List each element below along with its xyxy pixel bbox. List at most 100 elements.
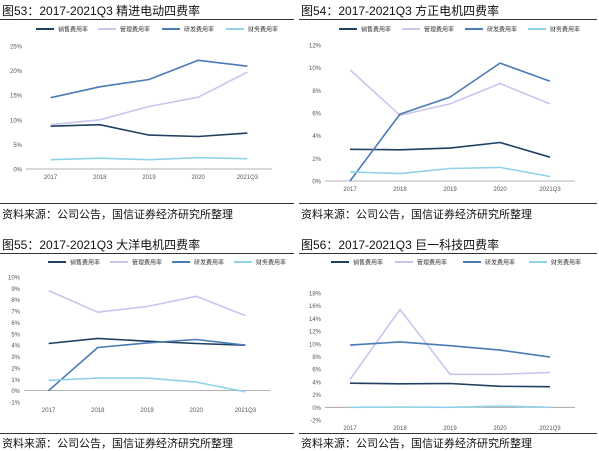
x-tick-label: 2019: [443, 426, 457, 432]
x-tick-label: 2021Q3: [539, 187, 561, 193]
chart-panel-dayang: 图55：2017-2021Q3 大洋电机四费率 销售费用率 管理费用率 研发费用率 财…: [0, 228, 296, 451]
legend-label: 管理费用率: [120, 26, 150, 34]
chart-source: 资料来源：公司公告，国信证券经济研究所整理: [301, 438, 532, 450]
y-tick-label: 8%: [312, 89, 321, 95]
y-tick-label: 2%: [312, 393, 321, 399]
y-tick-label: 12%: [309, 44, 322, 50]
y-tick-label: 14%: [309, 317, 322, 323]
title-divider: [299, 253, 597, 254]
series-line: [48, 338, 246, 392]
x-tick-label: 2018: [393, 426, 407, 432]
y-tick-label: 10%: [309, 66, 322, 72]
legend-label: 财务费用率: [248, 26, 278, 34]
series-line: [349, 166, 551, 178]
legend-label: 管理费用率: [132, 259, 162, 267]
y-tick-label: 0%: [13, 168, 22, 174]
x-tick-label: 2018: [93, 175, 107, 181]
y-tick-label: 6%: [312, 368, 321, 374]
legend-label: 研发费用率: [485, 259, 515, 267]
legend-label: 销售费用率: [361, 26, 391, 34]
series-line: [349, 341, 551, 358]
x-tick-label: 2017: [343, 187, 357, 193]
legend-label: 研发费用率: [194, 259, 224, 267]
legend-label: 财务费用率: [550, 26, 580, 34]
y-tick-label: 2%: [11, 366, 20, 372]
legend-label: 销售费用率: [58, 26, 88, 34]
x-tick-label: 2019: [140, 408, 154, 414]
x-tick-label: 2020: [190, 408, 204, 414]
x-tick-label: 2019: [142, 175, 156, 181]
chart-title: 图56：2017-2021Q3 巨一科技四费率: [301, 238, 500, 252]
source-divider: [0, 203, 294, 204]
y-tick-label: 10%: [309, 342, 322, 348]
series-line: [349, 141, 551, 158]
y-tick-label: 20%: [10, 69, 23, 75]
chart-title: 图54：2017-2021Q3 方正电机四费率: [301, 4, 500, 18]
y-tick-label: 0%: [11, 389, 20, 395]
legend-label: 销售费用率: [353, 259, 383, 267]
legend-label: 管理费用率: [417, 259, 447, 267]
y-tick-label: 5%: [11, 332, 20, 338]
y-tick-label: 2%: [312, 157, 321, 163]
chart-panel-jingjin: 图53：2017-2021Q3 精进电动四费率 销售费用率 管理费用率 研发费用率 财…: [0, 0, 296, 226]
source-divider: [299, 433, 597, 434]
x-tick-label: 2017: [343, 426, 357, 432]
chart-source: 资料来源：公司公告，国信证券经济研究所整理: [301, 209, 532, 221]
chart-source: 资料来源：公司公告，国信证券经济研究所整理: [2, 209, 233, 221]
series-line: [349, 69, 551, 117]
y-tick-label: 0%: [312, 406, 321, 412]
y-tick-label: 9%: [11, 287, 20, 293]
y-tick-label: 4%: [11, 344, 20, 350]
y-tick-label: -2%: [310, 419, 321, 425]
y-tick-label: 5%: [13, 143, 22, 149]
y-tick-label: 18%: [309, 292, 322, 298]
y-tick-label: 7%: [11, 310, 20, 316]
y-tick-label: 6%: [312, 112, 321, 118]
y-tick-label: 4%: [312, 380, 321, 386]
series-line: [48, 337, 246, 346]
y-tick-label: 10%: [8, 276, 21, 282]
line-chart-jingjin: 销售费用率 管理费用率 研发费用率 财务费用率 0% 5% 10% 15% 20% 25% 2017…: [10, 26, 278, 182]
legend-label: 销售费用率: [70, 259, 100, 267]
y-tick-label: 1%: [11, 378, 20, 384]
chart-title: 图55：2017-2021Q3 大洋电机四费率: [2, 238, 201, 252]
x-tick-label: 2020: [493, 426, 507, 432]
x-tick-label: 2018: [393, 187, 407, 193]
series-line: [50, 71, 248, 126]
line-chart-juyi: 销售费用率 管理费用率 研发费用率 财务费用率 -2% 0% 2% 4% 6% 8% 10% 12% 1…: [309, 259, 581, 433]
title-divider: [0, 19, 294, 20]
line-chart-dayang: 销售费用率 管理费用率 研发费用率 财务费用率 -1% 0% 1% 2% 3% 4% 5% 6% 7% 8…: [8, 259, 286, 415]
legend-label: 研发费用率: [487, 26, 517, 34]
y-tick-label: 15%: [10, 94, 23, 100]
legend-label: 研发费用率: [184, 26, 214, 34]
source-divider: [0, 433, 294, 434]
y-tick-label: 6%: [11, 321, 20, 327]
y-tick-label: 8%: [312, 355, 321, 361]
y-tick-label: 8%: [11, 298, 20, 304]
source-divider: [299, 203, 597, 204]
y-tick-label: -1%: [9, 401, 20, 407]
y-tick-label: 3%: [11, 355, 20, 361]
x-tick-label: 2020: [192, 175, 206, 181]
legend-label: 财务费用率: [551, 259, 581, 267]
x-tick-label: 2021Q3: [235, 408, 257, 414]
chart-panel-juyi: 图56：2017-2021Q3 巨一科技四费率 销售费用率 管理费用率 研发费用率 财…: [299, 228, 599, 451]
x-tick-label: 2017: [44, 175, 58, 181]
y-tick-label: 0%: [312, 180, 321, 186]
x-tick-label: 2020: [493, 187, 507, 193]
chart-panel-fangzheng: 图54：2017-2021Q3 方正电机四费率 销售费用率 管理费用率 研发费用率 财…: [299, 0, 599, 226]
chart-source: 资料来源：公司公告，国信证券经济研究所整理: [2, 438, 233, 450]
y-tick-label: 16%: [309, 304, 322, 310]
x-tick-label: 2017: [42, 408, 56, 414]
y-tick-label: 25%: [10, 45, 23, 51]
chart-title: 图53：2017-2021Q3 精进电动四费率: [2, 4, 201, 18]
y-tick-label: 10%: [10, 118, 23, 124]
line-chart-fangzheng: 销售费用率 管理费用率 研发费用率 财务费用率 0% 2% 4% 6% 8% 10% 12% 2017…: [309, 26, 580, 194]
series-line: [349, 382, 551, 388]
legend-label: 财务费用率: [256, 259, 286, 267]
x-tick-label: 2021Q3: [539, 426, 561, 432]
x-tick-label: 2021Q3: [237, 175, 259, 181]
x-tick-label: 2019: [443, 187, 457, 193]
series-line: [50, 59, 248, 99]
series-line: [50, 156, 248, 161]
